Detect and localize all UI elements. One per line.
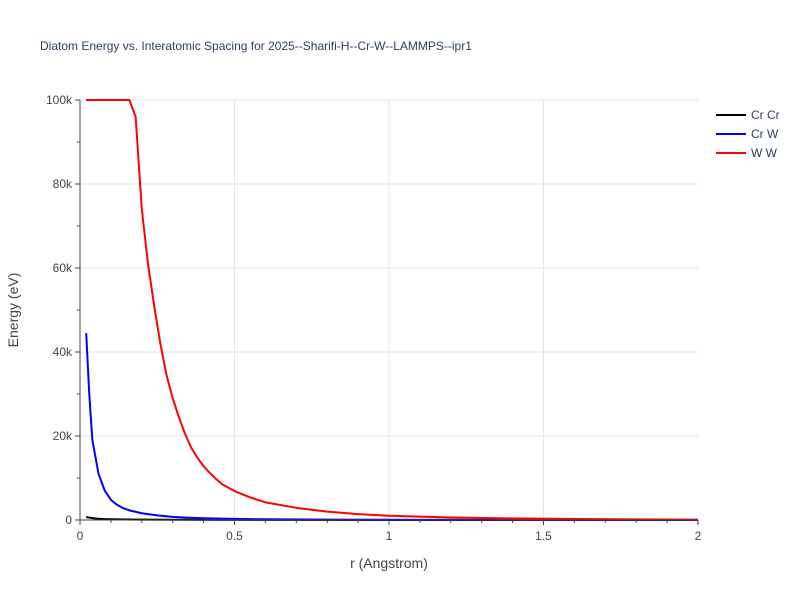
y-tick-label: 20k [53,429,73,443]
chart-title: Diatom Energy vs. Interatomic Spacing fo… [40,39,472,53]
axes: 0 0.5 1 1.5 2 0 20k 40k 60k 80k 100k [46,93,702,543]
x-tick-label: 2 [695,529,702,543]
y-tick-label: 60k [53,261,73,275]
x-axis-title: r (Angstrom) [350,555,428,571]
legend: Cr Cr Cr W W W [716,108,780,160]
x-tick-label: 1.5 [535,529,552,543]
x-tick-label: 0.5 [226,529,243,543]
series-lines [85,99,698,521]
grid [80,99,698,520]
y-tick-label: 80k [53,177,73,191]
legend-label-cr-w: Cr W [751,127,779,141]
series-line-w-w [86,99,698,521]
x-tick-label: 1 [386,529,393,543]
y-axis-title: Energy (eV) [5,273,21,348]
y-tick-label: 100k [46,93,73,107]
series-line-cr-w [85,333,698,521]
legend-label-cr-cr: Cr Cr [751,108,780,122]
x-tick-label: 0 [77,529,84,543]
legend-label-w-w: W W [751,146,778,160]
y-tick-label: 40k [53,345,73,359]
y-tick-label: 0 [65,513,72,527]
